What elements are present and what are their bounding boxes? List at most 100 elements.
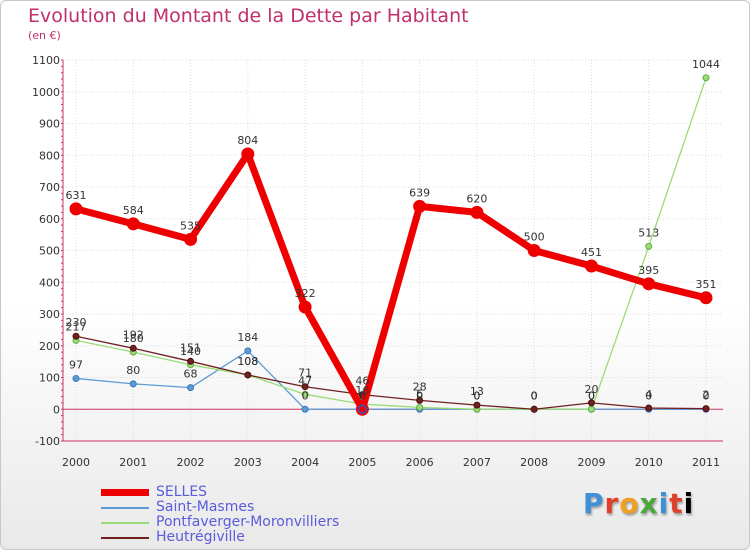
proxiti-logo: Proxiti: [583, 487, 695, 520]
data-point: [642, 277, 656, 291]
data-point: [702, 405, 710, 413]
data-point: [413, 199, 427, 213]
data-label: 322: [295, 287, 316, 300]
data-label: 0: [588, 389, 595, 402]
y-tick-label: 600: [39, 213, 60, 226]
data-point: [129, 380, 137, 388]
data-label: 68: [184, 368, 198, 381]
data-point: [699, 291, 713, 305]
data-label: 230: [66, 316, 87, 329]
y-tick-label: 100: [39, 372, 60, 385]
data-label: 6: [416, 387, 423, 400]
data-label: 0: [531, 389, 538, 402]
x-tick-label: 2003: [234, 456, 262, 469]
x-tick-label: 2010: [635, 456, 663, 469]
data-point: [416, 396, 424, 404]
data-label: 639: [409, 186, 430, 199]
data-point: [241, 147, 255, 161]
data-label: 151: [180, 341, 201, 354]
series-line-0: [75, 150, 707, 413]
data-point: [244, 347, 252, 355]
data-point: [72, 374, 80, 382]
series-line-2: [75, 77, 707, 410]
data-label: 0: [531, 389, 538, 402]
data-label: 0: [473, 389, 480, 402]
data-label: 192: [123, 328, 144, 341]
legend-swatch-heutregiville: [101, 537, 149, 539]
data-label: 184: [237, 331, 258, 344]
data-point: [72, 332, 80, 340]
legend-swatch-saint-masmes: [101, 507, 149, 509]
data-label: 47: [298, 374, 312, 387]
y-tick-label: -100: [35, 435, 60, 448]
y-tick-label: 300: [39, 308, 60, 321]
data-label: 108: [237, 355, 258, 368]
legend-label-saint-masmes: Saint-Masmes: [156, 499, 255, 515]
y-tick-label: 1100: [32, 54, 60, 67]
data-label: 20: [584, 383, 598, 396]
data-label: 180: [123, 332, 144, 345]
x-tick-label: 2006: [406, 456, 434, 469]
x-tick-label: 2011: [692, 456, 720, 469]
series-line-1: [75, 350, 706, 410]
data-point: [184, 232, 198, 246]
data-label: 71: [298, 367, 312, 380]
data-label: 0: [588, 389, 595, 402]
chart-subtitle: (en €): [28, 29, 61, 42]
x-tick-label: 2008: [520, 456, 548, 469]
data-point: [129, 344, 137, 352]
y-tick-label: 800: [39, 149, 60, 162]
data-label: 0: [359, 389, 366, 402]
data-label: 0: [302, 389, 309, 402]
legend-swatch-selles: [101, 489, 149, 496]
data-point: [298, 300, 312, 314]
data-label: 217: [66, 320, 87, 333]
series-line-3: [75, 335, 707, 410]
y-tick-label: 900: [39, 118, 60, 131]
data-point: [702, 74, 710, 82]
x-tick-label: 2001: [119, 456, 147, 469]
data-point: [301, 390, 309, 398]
data-label: 1044: [692, 58, 720, 71]
data-label: 13: [470, 385, 484, 398]
legend-label-heutregiville: Heutrégiville: [156, 529, 245, 545]
data-point: [473, 401, 481, 409]
data-label: 0: [531, 389, 538, 402]
y-tick-label: 700: [39, 181, 60, 194]
x-tick-label: 2007: [463, 456, 491, 469]
y-tick-label: 0: [53, 403, 60, 416]
data-point: [470, 205, 484, 219]
data-point: [301, 405, 309, 413]
data-label: 0: [416, 389, 423, 402]
x-tick-label: 2000: [62, 456, 90, 469]
x-tick-label: 2004: [291, 456, 319, 469]
data-point: [527, 244, 541, 257]
data-label: 0: [473, 389, 480, 402]
data-label: 513: [638, 226, 659, 239]
data-point: [416, 403, 424, 411]
y-tick-label: 1000: [32, 86, 60, 99]
legend-swatch-pontfaverger: [101, 522, 149, 524]
data-label: 46: [355, 375, 369, 388]
data-label: 80: [126, 364, 140, 377]
data-point: [584, 259, 598, 273]
y-tick-label: 500: [39, 245, 60, 258]
data-label: 4: [645, 388, 652, 401]
legend-label-pontfaverger: Pontfaverger-Moronvilliers: [156, 514, 340, 530]
data-label: 28: [413, 380, 427, 393]
data-point: [645, 242, 653, 250]
data-label: 500: [524, 231, 545, 244]
data-point: [587, 405, 595, 413]
data-label: 0: [359, 389, 366, 402]
data-point: [187, 357, 195, 365]
data-label: 2: [703, 389, 710, 402]
data-label: 0: [703, 389, 710, 402]
data-label: 0: [645, 389, 652, 402]
y-tick-label: 200: [39, 340, 60, 353]
data-point: [244, 371, 252, 379]
x-tick-label: 2005: [348, 456, 376, 469]
data-point: [126, 217, 140, 231]
data-point: [587, 399, 595, 407]
